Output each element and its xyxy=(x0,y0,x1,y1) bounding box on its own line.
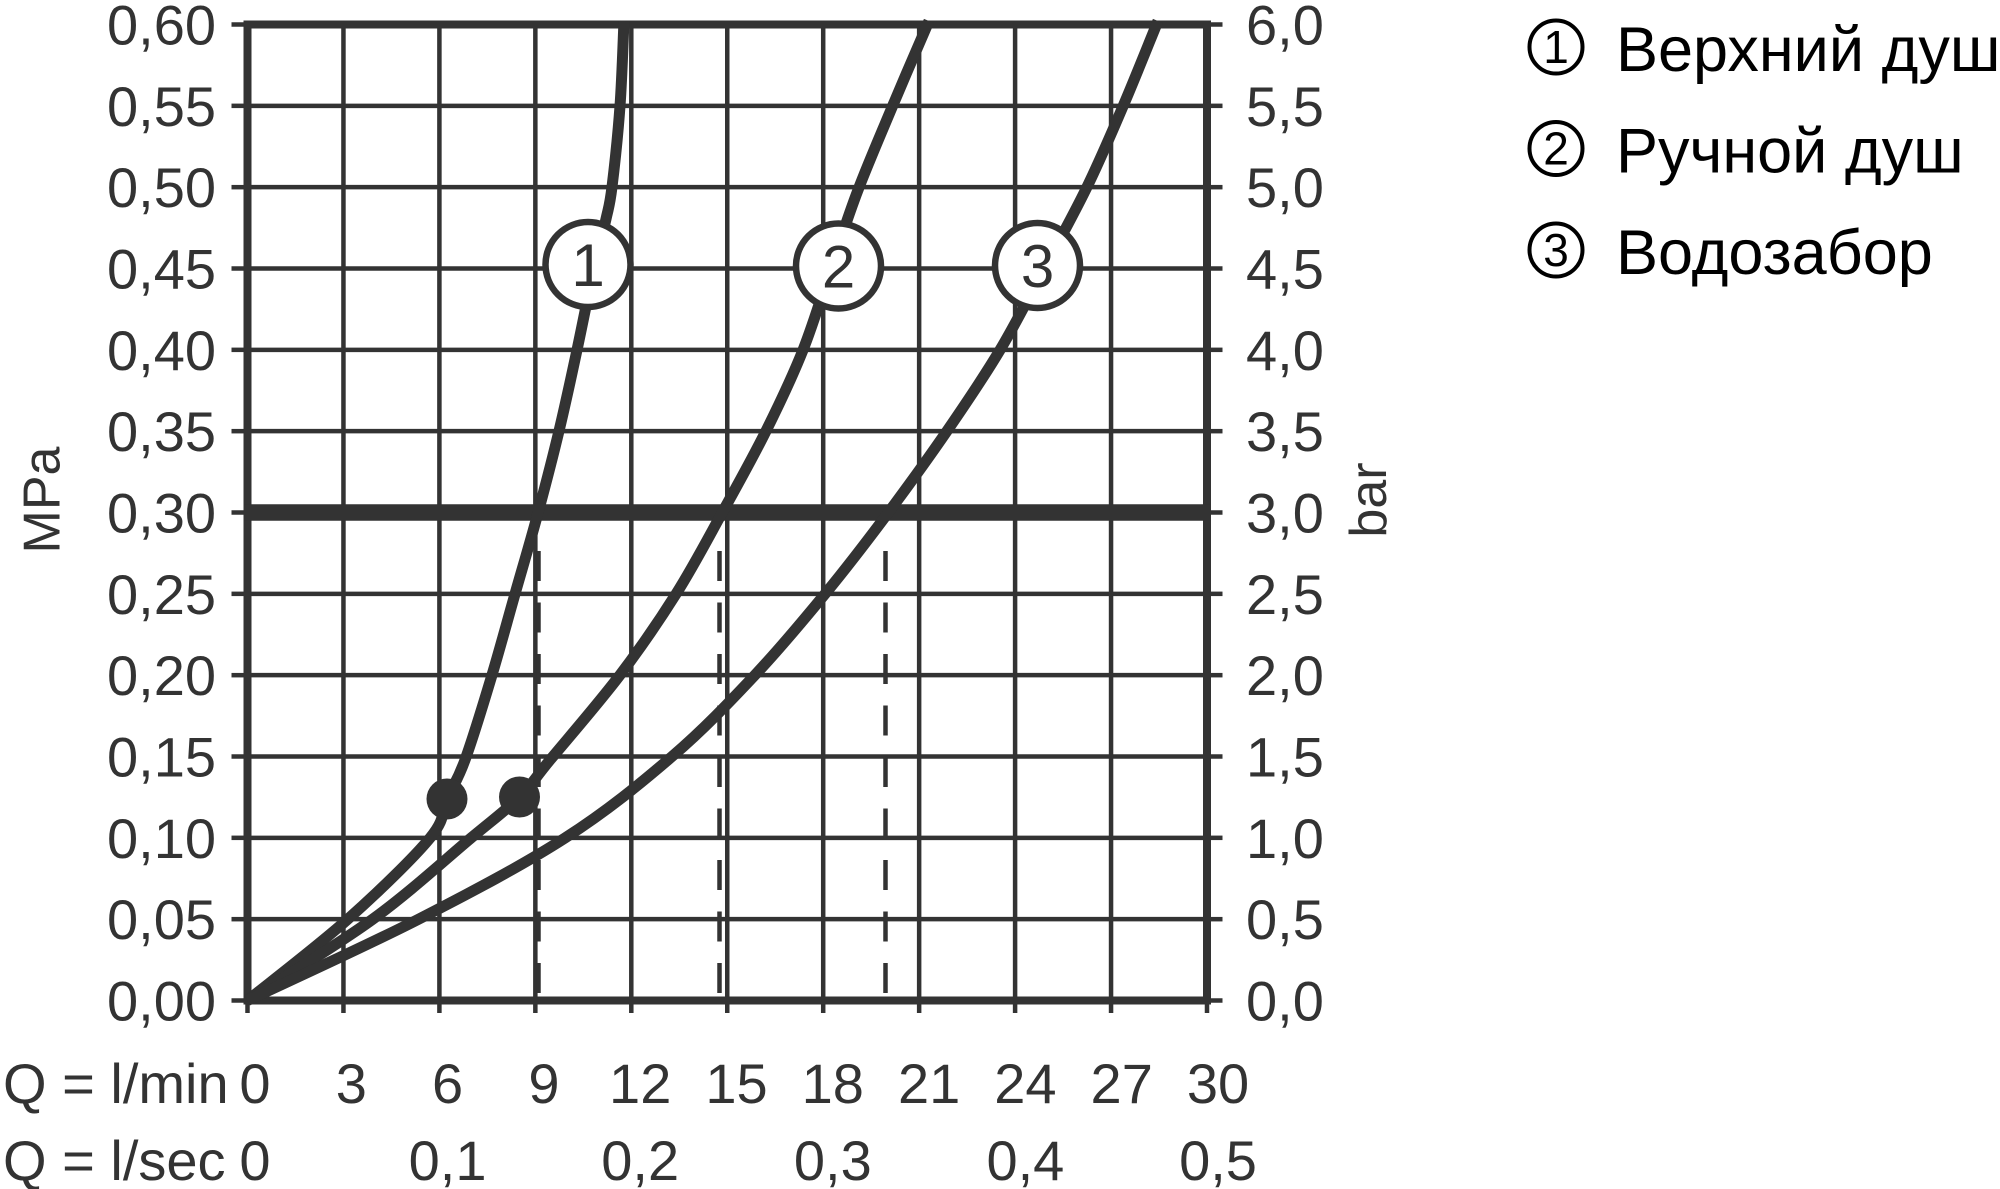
svg-text:0,1: 0,1 xyxy=(409,1129,487,1189)
svg-text:6: 6 xyxy=(432,1052,463,1115)
svg-text:1,5: 1,5 xyxy=(1246,726,1324,789)
svg-text:0,0: 0,0 xyxy=(1246,970,1324,1033)
svg-text:0,15: 0,15 xyxy=(107,726,216,789)
svg-text:Верхний душ: Верхний душ xyxy=(1616,15,2000,85)
svg-text:0,00: 0,00 xyxy=(107,970,216,1033)
svg-text:0,25: 0,25 xyxy=(107,563,216,626)
svg-text:Q = l/sec: Q = l/sec xyxy=(3,1129,226,1189)
svg-text:2,5: 2,5 xyxy=(1246,563,1324,626)
svg-text:0,10: 0,10 xyxy=(107,807,216,870)
svg-text:0,20: 0,20 xyxy=(107,644,216,707)
svg-text:24: 24 xyxy=(994,1052,1056,1115)
svg-text:0,40: 0,40 xyxy=(107,319,216,382)
svg-text:2: 2 xyxy=(822,234,855,301)
svg-text:9: 9 xyxy=(528,1052,559,1115)
svg-text:0,2: 0,2 xyxy=(601,1129,679,1189)
svg-text:MPa: MPa xyxy=(14,446,72,553)
svg-text:0: 0 xyxy=(239,1052,270,1115)
svg-text:12: 12 xyxy=(609,1052,671,1115)
svg-text:4,0: 4,0 xyxy=(1246,319,1324,382)
svg-text:Q = l/min: Q = l/min xyxy=(3,1052,229,1115)
svg-text:5,5: 5,5 xyxy=(1246,75,1324,138)
svg-text:0,5: 0,5 xyxy=(1246,888,1324,951)
svg-text:3,0: 3,0 xyxy=(1246,482,1324,545)
svg-text:0,4: 0,4 xyxy=(986,1129,1064,1189)
svg-text:3: 3 xyxy=(1543,224,1569,276)
svg-text:0,05: 0,05 xyxy=(107,888,216,951)
svg-text:0,45: 0,45 xyxy=(107,238,216,301)
svg-text:0: 0 xyxy=(239,1129,270,1189)
svg-text:0,35: 0,35 xyxy=(107,400,216,463)
svg-text:5,0: 5,0 xyxy=(1246,156,1324,219)
svg-text:3: 3 xyxy=(1021,233,1054,300)
svg-text:2,0: 2,0 xyxy=(1246,644,1324,707)
svg-text:0,3: 0,3 xyxy=(794,1129,872,1189)
svg-text:27: 27 xyxy=(1091,1052,1153,1115)
svg-text:6,0: 6,0 xyxy=(1246,0,1324,57)
svg-text:0,5: 0,5 xyxy=(1179,1129,1257,1189)
svg-text:0,30: 0,30 xyxy=(107,482,216,545)
svg-text:Водозабор: Водозабор xyxy=(1616,218,1933,288)
svg-text:21: 21 xyxy=(898,1052,960,1115)
svg-text:3,5: 3,5 xyxy=(1246,400,1324,463)
svg-text:1,0: 1,0 xyxy=(1246,807,1324,870)
svg-text:0,60: 0,60 xyxy=(107,0,216,57)
svg-text:3: 3 xyxy=(336,1052,367,1115)
svg-text:18: 18 xyxy=(802,1052,864,1115)
svg-text:15: 15 xyxy=(705,1052,767,1115)
svg-text:1: 1 xyxy=(1543,21,1569,73)
svg-text:0,50: 0,50 xyxy=(107,156,216,219)
svg-text:2: 2 xyxy=(1543,123,1569,175)
svg-text:bar: bar xyxy=(1340,462,1398,537)
svg-text:0,55: 0,55 xyxy=(107,75,216,138)
svg-text:1: 1 xyxy=(571,232,604,299)
svg-text:4,5: 4,5 xyxy=(1246,238,1324,301)
svg-text:Ручной душ: Ручной душ xyxy=(1616,117,1964,187)
svg-text:30: 30 xyxy=(1187,1052,1249,1115)
